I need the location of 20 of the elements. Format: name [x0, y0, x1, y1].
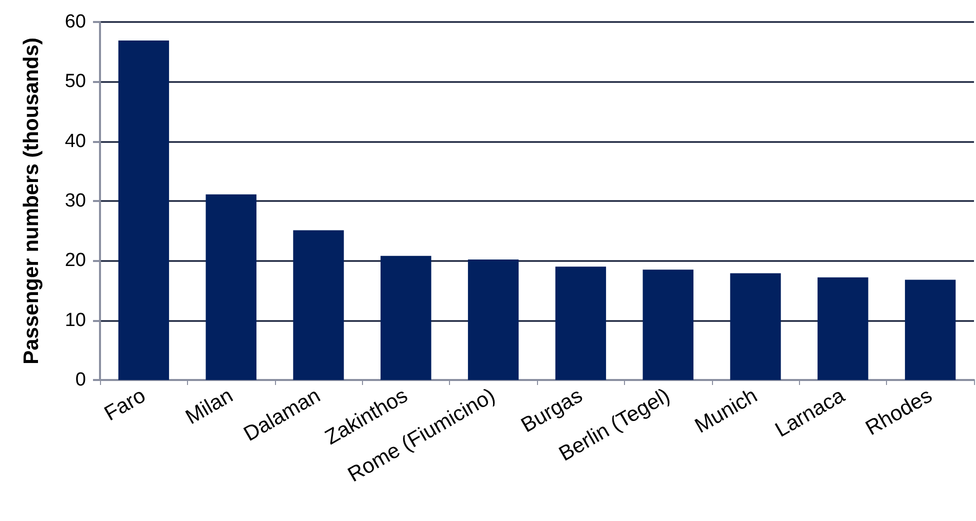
- bar: [293, 230, 344, 380]
- bar: [118, 40, 170, 380]
- y-tick-label: 10: [64, 310, 86, 331]
- y-axis-title: Passenger numbers (thousands): [20, 38, 43, 364]
- bar: [818, 277, 868, 380]
- y-tick-label: 60: [64, 12, 86, 32]
- bar: [380, 256, 432, 380]
- bar: [555, 266, 606, 380]
- y-tick-label: 20: [64, 250, 86, 272]
- bar: [468, 259, 519, 380]
- bar: [642, 270, 694, 380]
- y-tick-label: 0: [75, 370, 86, 390]
- y-tick-label: 40: [64, 130, 86, 152]
- x-tick-label: Milan: [182, 384, 237, 430]
- bar: [904, 280, 956, 380]
- y-tick-label: 50: [64, 71, 86, 92]
- bar: [730, 273, 781, 380]
- x-tick-label: Faro: [100, 384, 150, 426]
- bar: [206, 194, 256, 380]
- y-tick-label: 30: [64, 190, 86, 212]
